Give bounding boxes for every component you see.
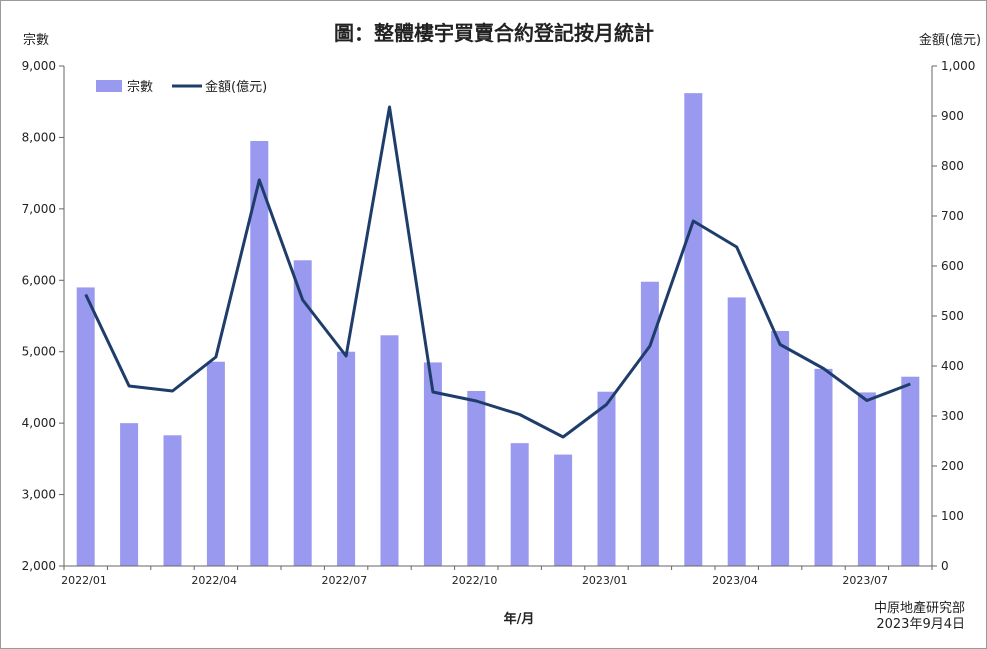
x-axis-label: 年/月 (504, 611, 535, 627)
date-label: 2023年9月4日 (876, 617, 965, 632)
x-tick-label: 2022/10 (452, 574, 498, 587)
chart-title: 圖：整體樓宇買賣合約登記按月統計 (334, 21, 654, 45)
right-tick-label: 600 (941, 259, 964, 273)
right-tick-label: 700 (941, 209, 964, 223)
bar (467, 391, 486, 566)
left-tick-label: 3,000 (22, 488, 56, 502)
bar (120, 423, 139, 566)
legend-bar-swatch (96, 80, 122, 92)
legend-line-label: 金額(億元) (205, 79, 267, 95)
left-tick-label: 4,000 (22, 416, 56, 430)
bar (76, 287, 95, 566)
bar (554, 454, 573, 566)
right-tick-label: 800 (941, 159, 964, 173)
bar (857, 392, 876, 566)
right-tick-label: 500 (941, 309, 964, 323)
bar (771, 331, 790, 566)
right-tick-label: 1,000 (941, 59, 975, 73)
x-tick-label: 2022/01 (61, 574, 107, 587)
left-tick-label: 2,000 (22, 559, 56, 573)
legend-bar-label: 宗數 (127, 79, 153, 95)
x-tick-label: 2022/07 (322, 574, 368, 587)
bar (597, 391, 616, 566)
x-tick-label: 2023/07 (842, 574, 888, 587)
bar (901, 376, 920, 566)
line-series (84, 105, 911, 439)
source-label: 中原地產研究部 (874, 600, 965, 616)
x-tick-label: 2023/04 (712, 574, 758, 587)
right-tick-label: 300 (941, 409, 964, 423)
x-tick-label: 2022/04 (191, 574, 237, 587)
plot-area: 2,000 3,000 4,000 5,000 6,000 7,000 8,000 9,000… (22, 59, 976, 587)
right-tick-label: 400 (941, 359, 964, 373)
right-tick-label: 0 (941, 559, 949, 573)
bar (250, 141, 269, 566)
left-tick-label: 9,000 (22, 59, 56, 73)
bar (206, 361, 225, 566)
bar (337, 351, 356, 566)
bar (423, 362, 442, 566)
bar (163, 435, 182, 566)
left-tick-label: 5,000 (22, 345, 56, 359)
bar (293, 260, 312, 566)
left-axis-label: 宗數 (23, 32, 49, 48)
bar (727, 297, 746, 566)
bar (510, 443, 529, 566)
bar (684, 93, 703, 567)
right-tick-label: 100 (941, 509, 964, 523)
right-tick-label: 900 (941, 109, 964, 123)
left-tick-label: 6,000 (22, 273, 56, 287)
x-tick-label: 2023/01 (582, 574, 628, 587)
right-axis-label: 金額(億元) (919, 32, 981, 48)
bar (814, 368, 833, 566)
right-tick-label: 200 (941, 459, 964, 473)
bar (380, 335, 399, 566)
left-tick-label: 8,000 (22, 130, 56, 144)
left-tick-label: 7,000 (22, 202, 56, 216)
